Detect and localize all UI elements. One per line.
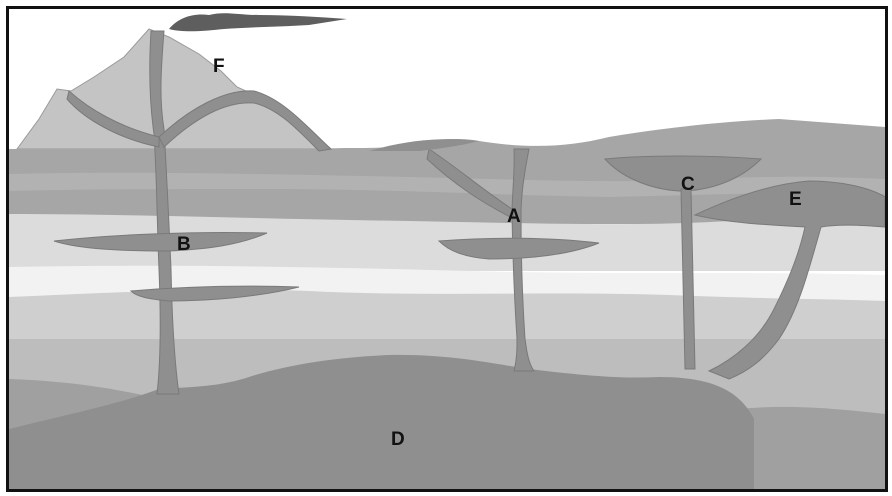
volcano-branch-right <box>158 90 333 152</box>
layer-6-right <box>739 406 885 489</box>
smoke-plume <box>169 13 347 32</box>
dike-a-branch <box>426 148 515 220</box>
layer-1-band <box>9 172 885 197</box>
volcano-branch-left <box>66 90 160 148</box>
volcanic-vent <box>149 30 180 395</box>
intrusion-e <box>693 180 885 380</box>
igneous-intrusions-diagram: F B A C E D <box>9 9 885 489</box>
laccolith-c <box>603 155 763 192</box>
sill-b-lower <box>129 285 300 302</box>
dike-c <box>680 188 696 370</box>
label-d: D <box>391 429 405 450</box>
diagram-frame: F B A C E D <box>6 6 888 492</box>
label-f: F <box>213 56 225 77</box>
sill-b-upper <box>53 231 268 252</box>
label-e: E <box>789 189 802 210</box>
label-b: B <box>177 234 191 255</box>
label-a: A <box>507 206 521 227</box>
laccolith-cap <box>369 139 479 151</box>
batholith <box>9 354 754 489</box>
sill-a <box>437 237 600 260</box>
label-c: C <box>681 174 695 195</box>
layer-4 <box>9 289 885 349</box>
